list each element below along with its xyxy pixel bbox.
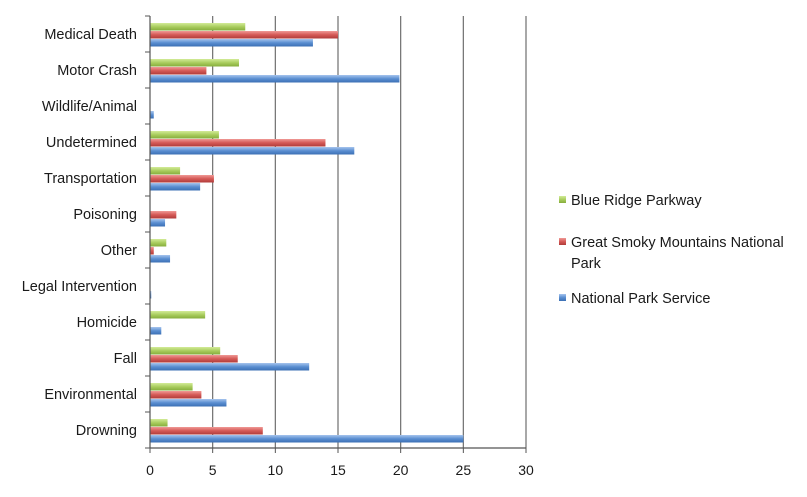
x-tick-label: 20: [393, 462, 409, 478]
bar-blue-ridge-parkway-8: [150, 311, 206, 319]
bar-great-smoky-mountains-national-park-11: [150, 427, 263, 435]
bar-great-smoky-mountains-national-park-0: [150, 31, 338, 39]
category-label: Poisoning: [73, 207, 137, 223]
bar-great-smoky-mountains-national-park-10: [150, 391, 202, 399]
legend-label: Great Smoky Mountains National: [571, 235, 784, 251]
legend-swatch: [559, 196, 566, 203]
category-label: Homicide: [77, 315, 137, 331]
bar-great-smoky-mountains-national-park-1: [150, 67, 207, 75]
bar-blue-ridge-parkway-6: [150, 239, 167, 247]
bar-great-smoky-mountains-national-park-6: [150, 247, 154, 255]
bar-national-park-service-3: [150, 147, 355, 155]
legend-label: Park: [571, 256, 602, 272]
category-label: Drowning: [76, 423, 137, 439]
bar-blue-ridge-parkway-9: [150, 347, 221, 355]
bar-national-park-service-10: [150, 399, 227, 407]
bar-national-park-service-0: [150, 39, 313, 47]
category-label: Undetermined: [46, 135, 137, 151]
category-label: Transportation: [44, 171, 137, 187]
category-label: Other: [101, 243, 137, 259]
gridlines: [212, 16, 527, 448]
bar-national-park-service-5: [150, 219, 166, 227]
legend-swatch: [559, 238, 566, 245]
bar-great-smoky-mountains-national-park-9: [150, 355, 238, 363]
bar-national-park-service-1: [150, 75, 400, 83]
bar-blue-ridge-parkway-4: [150, 167, 181, 175]
bar-great-smoky-mountains-national-park-5: [150, 211, 177, 219]
x-tick-label: 15: [330, 462, 346, 478]
bar-blue-ridge-parkway-10: [150, 383, 193, 391]
bar-great-smoky-mountains-national-park-4: [150, 175, 214, 183]
legend-swatch: [559, 294, 566, 301]
x-tick-label: 5: [209, 462, 217, 478]
category-label: Environmental: [44, 387, 137, 403]
bars: [150, 23, 464, 443]
legend-label: National Park Service: [571, 291, 710, 307]
bar-national-park-service-4: [150, 183, 201, 191]
x-tick-label: 0: [146, 462, 154, 478]
bar-blue-ridge-parkway-3: [150, 131, 219, 139]
bar-great-smoky-mountains-national-park-3: [150, 139, 326, 147]
category-label: Motor Crash: [57, 63, 137, 79]
x-tick-label: 25: [456, 462, 472, 478]
legend: Blue Ridge Parkway Great Smoky Mountains …: [559, 193, 784, 307]
bar-blue-ridge-parkway-11: [150, 419, 168, 427]
category-label: Legal Intervention: [22, 279, 137, 295]
bar-national-park-service-11: [150, 435, 464, 443]
bar-national-park-service-9: [150, 363, 310, 371]
bar-national-park-service-8: [150, 327, 162, 335]
bar-blue-ridge-parkway-0: [150, 23, 246, 31]
bar-blue-ridge-parkway-1: [150, 59, 239, 67]
bar-national-park-service-2: [150, 111, 154, 119]
bar-national-park-service-7: [150, 291, 152, 299]
category-label: Wildlife/Animal: [42, 99, 137, 115]
legend-label: Blue Ridge Parkway: [571, 193, 702, 209]
x-tick-label: 10: [268, 462, 284, 478]
category-label: Medical Death: [44, 27, 137, 43]
category-label: Fall: [114, 351, 137, 367]
x-tick-label: 30: [518, 462, 534, 478]
category-labels: Medical Death Motor Crash Wildlife/Animal U…: [22, 27, 137, 439]
axes: [145, 15, 527, 453]
x-tick-labels: 0 5 10 15 20 25 30: [146, 462, 534, 478]
bar-national-park-service-6: [150, 255, 171, 263]
